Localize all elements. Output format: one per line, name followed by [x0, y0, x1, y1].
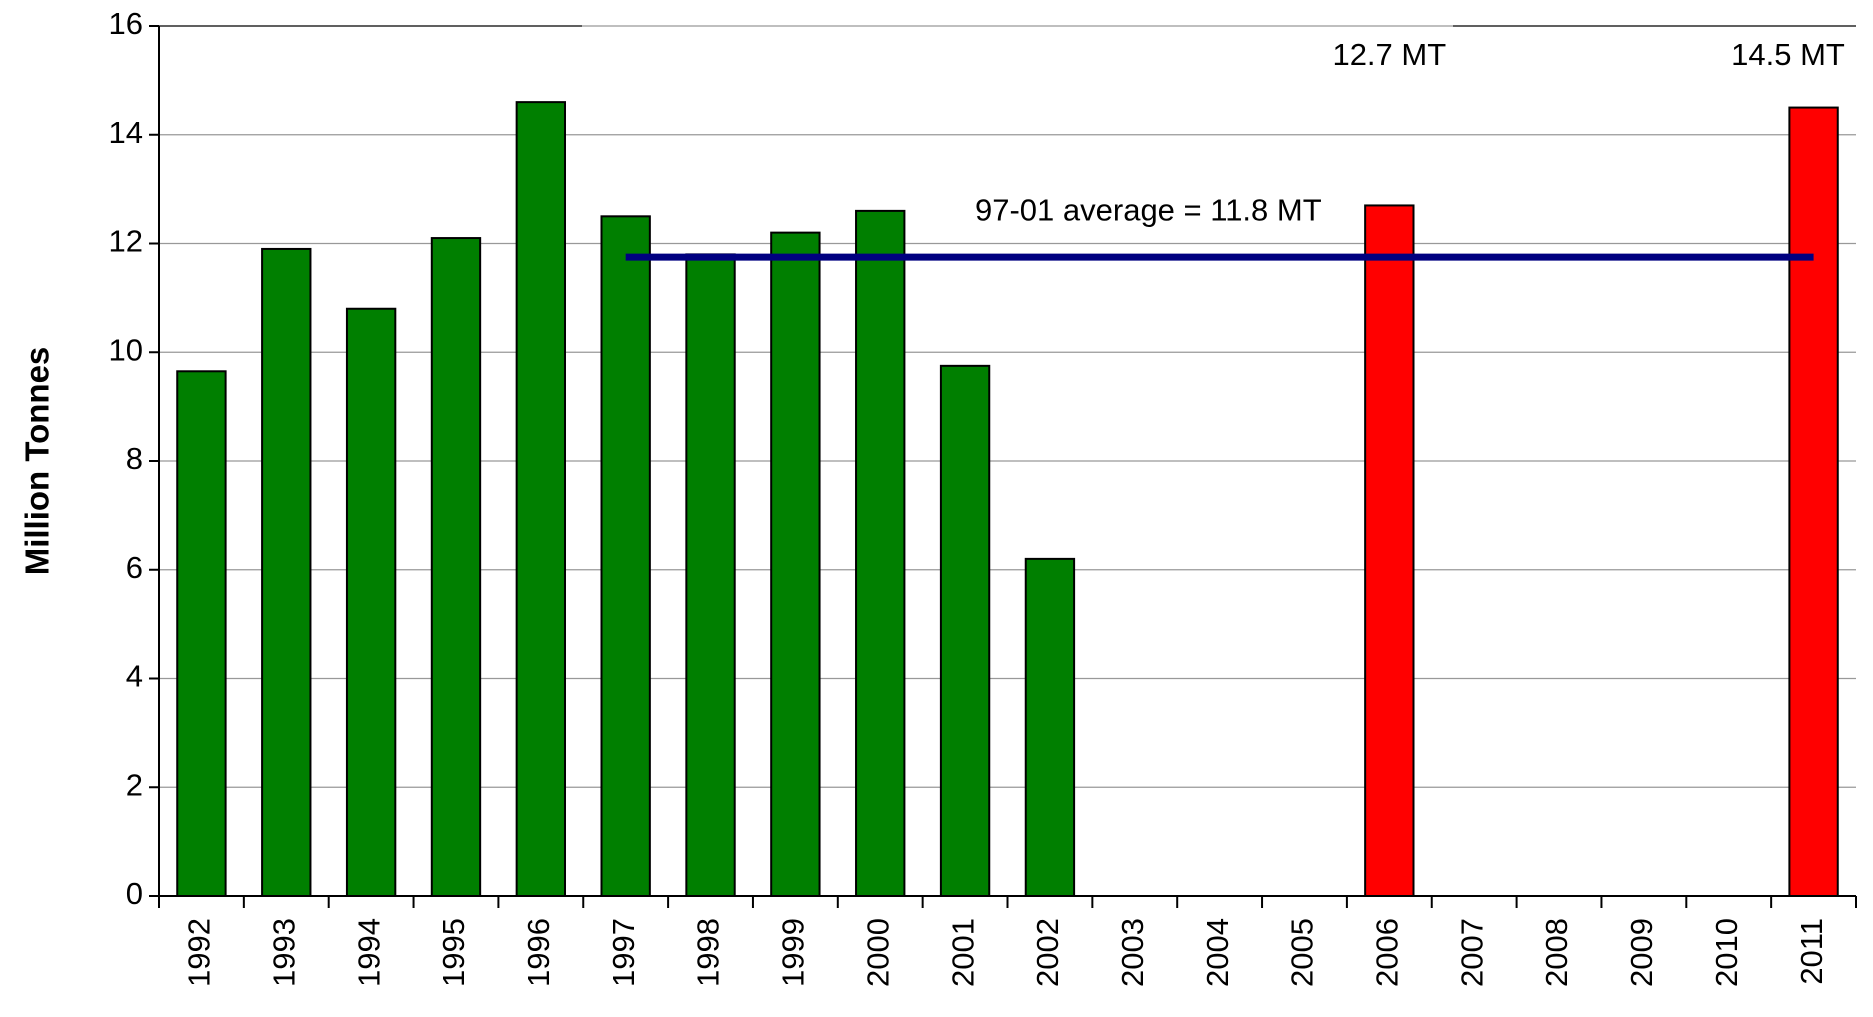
x-tick-label: 2001 — [945, 918, 980, 987]
x-tick-label: 1992 — [182, 918, 217, 987]
y-tick-label: 2 — [126, 767, 143, 802]
x-tick-label: 2002 — [1030, 918, 1065, 987]
y-tick-label: 12 — [109, 224, 143, 259]
bar — [685, 253, 736, 897]
x-tick-label: 2007 — [1454, 918, 1489, 987]
bar — [1364, 204, 1415, 897]
bar — [176, 370, 227, 897]
bar — [939, 364, 991, 897]
y-tick-label: 10 — [109, 332, 143, 367]
bar — [261, 247, 312, 897]
x-tick-label: 1997 — [606, 918, 641, 987]
x-tick-label: 1998 — [691, 918, 726, 987]
x-tick-label: 2004 — [1200, 918, 1235, 987]
x-tick-label: 1995 — [436, 918, 471, 987]
x-tick-label: 2011 — [1794, 918, 1829, 985]
y-tick-label: 6 — [126, 550, 143, 585]
value-label: 12.7 MT — [1332, 37, 1446, 72]
bar — [430, 237, 482, 897]
bar — [515, 101, 567, 897]
y-tick-label: 4 — [126, 659, 143, 694]
y-tick-label: 0 — [126, 876, 143, 911]
x-tick-label: 2008 — [1539, 918, 1574, 987]
bar — [855, 209, 906, 897]
x-tick-label: 1996 — [521, 918, 556, 987]
x-tick-label: 2005 — [1285, 918, 1320, 987]
x-tick-label: 2000 — [860, 918, 895, 987]
bar — [1788, 106, 1839, 897]
x-tick-label: 2009 — [1624, 918, 1659, 987]
bar — [770, 231, 821, 897]
x-tick-label: 2006 — [1370, 918, 1405, 987]
y-tick-label: 16 — [109, 6, 143, 41]
x-tick-label: 2003 — [1115, 918, 1150, 987]
y-tick-label: 8 — [126, 441, 143, 476]
average-label: 97-01 average = 11.8 MT — [975, 192, 1322, 227]
bar — [600, 215, 651, 897]
x-tick-label: 2010 — [1709, 918, 1744, 987]
value-label: 14.5 MT — [1731, 37, 1845, 72]
y-tick-label: 14 — [109, 115, 143, 150]
x-tick-label: 1994 — [351, 918, 386, 987]
bar — [1024, 557, 1076, 897]
y-axis-label: Million Tonnes — [19, 347, 56, 576]
x-tick-label: 1993 — [266, 918, 301, 987]
x-tick-label: 1999 — [776, 918, 811, 987]
bar — [345, 307, 397, 897]
